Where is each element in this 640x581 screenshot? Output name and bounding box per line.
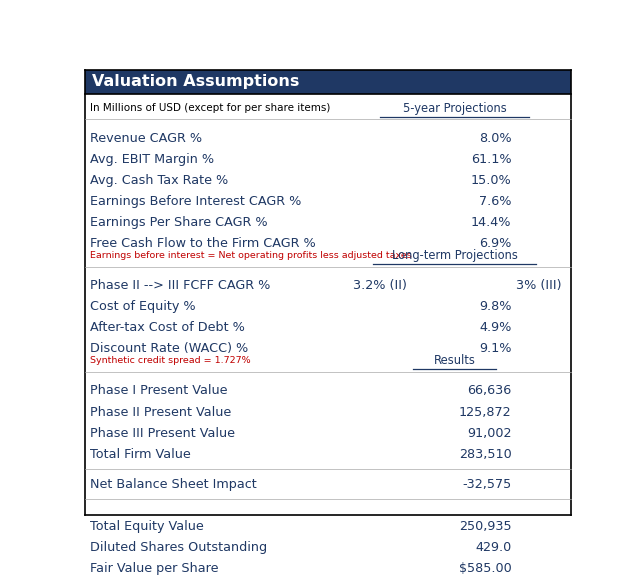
- Text: 9.8%: 9.8%: [479, 300, 511, 313]
- Text: Phase III Present Value: Phase III Present Value: [90, 426, 235, 440]
- Text: In Millions of USD (except for per share items): In Millions of USD (except for per share…: [90, 103, 330, 113]
- Text: Synthetic credit spread = 1.727%: Synthetic credit spread = 1.727%: [90, 356, 250, 365]
- Text: 429.0: 429.0: [476, 541, 511, 554]
- Text: Phase II --> III FCFF CAGR %: Phase II --> III FCFF CAGR %: [90, 279, 270, 292]
- Text: Phase I Present Value: Phase I Present Value: [90, 385, 227, 397]
- Text: Results: Results: [433, 354, 476, 367]
- Text: -32,575: -32,575: [462, 478, 511, 491]
- Text: Valuation Assumptions: Valuation Assumptions: [92, 74, 300, 89]
- Text: Total Equity Value: Total Equity Value: [90, 520, 204, 533]
- Text: 91,002: 91,002: [467, 426, 511, 440]
- Text: 4.9%: 4.9%: [479, 321, 511, 335]
- Text: 15.0%: 15.0%: [471, 174, 511, 187]
- Text: 6.9%: 6.9%: [479, 237, 511, 250]
- Text: 3.2% (II): 3.2% (II): [353, 279, 408, 292]
- Text: 61.1%: 61.1%: [471, 153, 511, 166]
- Text: 283,510: 283,510: [459, 447, 511, 461]
- Text: Fair Value per Share: Fair Value per Share: [90, 562, 218, 575]
- FancyBboxPatch shape: [85, 70, 571, 94]
- Text: 8.0%: 8.0%: [479, 132, 511, 145]
- Text: Long-term Projections: Long-term Projections: [392, 249, 517, 262]
- Text: Diluted Shares Outstanding: Diluted Shares Outstanding: [90, 541, 267, 554]
- Text: 3% (III): 3% (III): [516, 279, 561, 292]
- Text: Cost of Equity %: Cost of Equity %: [90, 300, 196, 313]
- Text: After-tax Cost of Debt %: After-tax Cost of Debt %: [90, 321, 244, 335]
- Text: Avg. Cash Tax Rate %: Avg. Cash Tax Rate %: [90, 174, 228, 187]
- Text: Revenue CAGR %: Revenue CAGR %: [90, 132, 202, 145]
- Text: Earnings before interest = Net operating profits less adjusted taxes: Earnings before interest = Net operating…: [90, 251, 412, 260]
- Text: 66,636: 66,636: [467, 385, 511, 397]
- Text: Avg. EBIT Margin %: Avg. EBIT Margin %: [90, 153, 214, 166]
- Text: 7.6%: 7.6%: [479, 195, 511, 208]
- Text: 9.1%: 9.1%: [479, 342, 511, 356]
- Text: Net Balance Sheet Impact: Net Balance Sheet Impact: [90, 478, 257, 491]
- Text: Total Firm Value: Total Firm Value: [90, 447, 191, 461]
- Text: Free Cash Flow to the Firm CAGR %: Free Cash Flow to the Firm CAGR %: [90, 237, 316, 250]
- Text: 5-year Projections: 5-year Projections: [403, 102, 506, 114]
- Text: $585.00: $585.00: [459, 562, 511, 575]
- Text: Discount Rate (WACC) %: Discount Rate (WACC) %: [90, 342, 248, 356]
- Text: 14.4%: 14.4%: [471, 216, 511, 229]
- Text: Earnings Before Interest CAGR %: Earnings Before Interest CAGR %: [90, 195, 301, 208]
- Text: 125,872: 125,872: [459, 406, 511, 418]
- Text: Earnings Per Share CAGR %: Earnings Per Share CAGR %: [90, 216, 268, 229]
- Text: Phase II Present Value: Phase II Present Value: [90, 406, 231, 418]
- Text: 250,935: 250,935: [459, 520, 511, 533]
